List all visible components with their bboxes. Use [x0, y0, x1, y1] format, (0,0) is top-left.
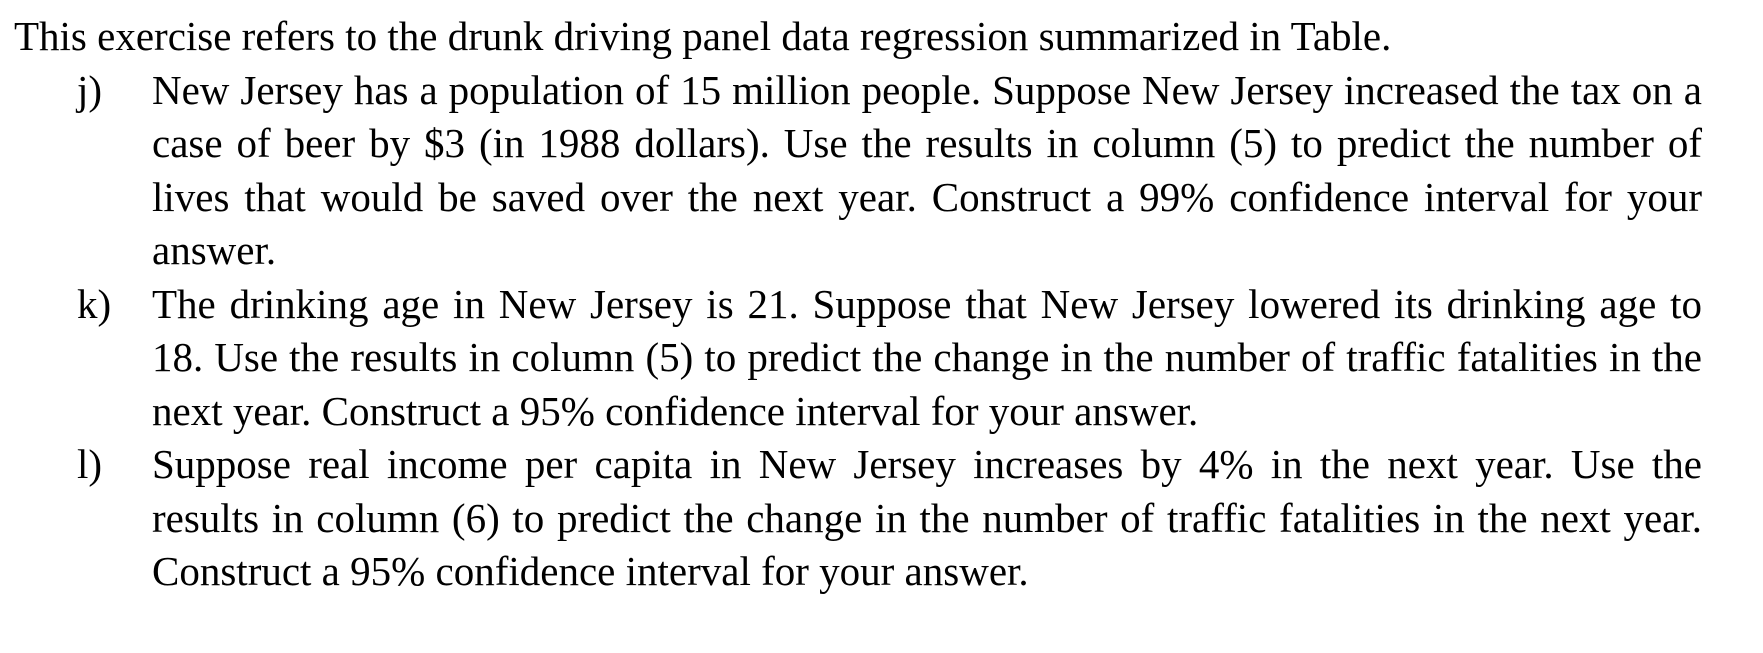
- question-marker: j): [77, 66, 103, 113]
- question-text: The drinking age in New Jersey is 21. Su…: [152, 280, 1702, 434]
- question-marker: k): [77, 280, 112, 327]
- exercise-intro: This exercise refers to the drunk drivin…: [14, 13, 1392, 59]
- question-text: New Jersey has a population of 15 millio…: [152, 66, 1702, 274]
- question-item-k: k) The drinking age in New Jersey is 21.…: [14, 278, 1702, 439]
- question-text: Suppose real income per capita in New Je…: [152, 441, 1702, 594]
- question-item-l: l) Suppose real income per capita in New…: [14, 438, 1702, 599]
- question-item-j: j) New Jersey has a population of 15 mil…: [14, 64, 1702, 278]
- question-marker: l): [77, 441, 103, 487]
- question-list: j) New Jersey has a population of 15 mil…: [14, 64, 1749, 599]
- exercise-document: This exercise refers to the drunk drivin…: [14, 10, 1749, 599]
